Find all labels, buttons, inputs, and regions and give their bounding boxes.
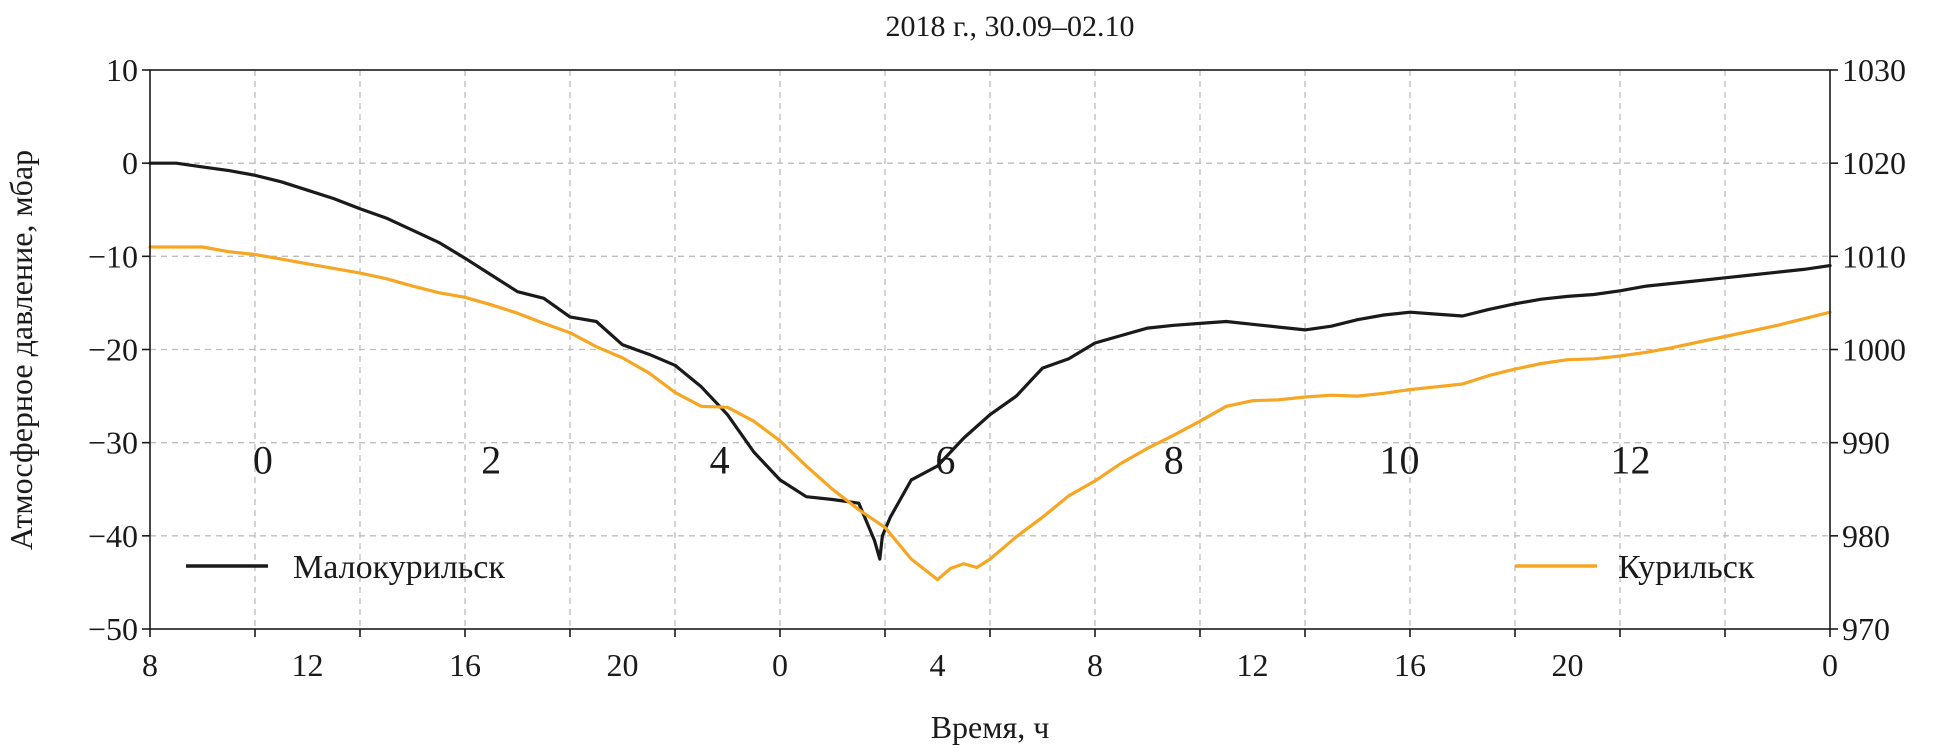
y-tick-label-left: 0 [122, 145, 138, 181]
x-tick-label: 16 [1394, 647, 1426, 683]
x-tick-label: 8 [142, 647, 158, 683]
x-tick-label: 20 [1552, 647, 1584, 683]
y-tick-label-right: 980 [1842, 518, 1890, 554]
axis-ticks: 100−10−20−30−40−501030102010101000990980… [88, 52, 1906, 683]
region-label: 6 [935, 437, 955, 482]
region-label: 2 [481, 437, 501, 482]
legend-label-kurilsk: Курильск [1618, 549, 1755, 586]
y-tick-label-left: −30 [88, 425, 138, 461]
series-lines [148, 161, 1832, 582]
x-tick-label: 4 [930, 647, 946, 683]
y-tick-label-left: −40 [88, 518, 138, 554]
region-label: 8 [1164, 437, 1184, 482]
y-tick-label-left: −10 [88, 238, 138, 274]
y-tick-label-right: 970 [1842, 611, 1890, 647]
y-tick-label-right: 1000 [1842, 332, 1906, 368]
x-axis-label: Время, ч [931, 709, 1050, 745]
series-line-kurilsk [148, 245, 1832, 582]
region-labels: 0 2 4 6 8 10 12 [253, 437, 1651, 482]
y-tick-label-left: 10 [106, 52, 138, 88]
x-tick-label: 0 [1822, 647, 1838, 683]
legend: Малокурильск Курильск [186, 549, 1755, 586]
x-tick-label: 12 [292, 647, 324, 683]
x-tick-label: 20 [607, 647, 639, 683]
legend-label-malokurilsk: Малокурильск [293, 549, 505, 586]
y-tick-label-left: −20 [88, 332, 138, 368]
x-tick-label: 16 [449, 647, 481, 683]
region-label: 12 [1611, 437, 1651, 482]
region-label: 10 [1380, 437, 1420, 482]
chart-title: 2018 г., 30.09–02.10 [886, 10, 1135, 43]
y-tick-label-right: 990 [1842, 425, 1890, 461]
x-tick-label: 12 [1237, 647, 1269, 683]
series-line-malokurilsk [148, 161, 1832, 561]
y-tick-label-right: 1010 [1842, 238, 1906, 274]
region-label: 0 [253, 437, 273, 482]
region-label: 4 [710, 437, 730, 482]
y-tick-label-right: 1030 [1842, 52, 1906, 88]
y-tick-label-right: 1020 [1842, 145, 1906, 181]
y-tick-label-left: −50 [88, 611, 138, 647]
x-tick-label: 0 [772, 647, 788, 683]
grid [150, 70, 1830, 629]
x-tick-label: 8 [1087, 647, 1103, 683]
y-axis-label-left: Атмосферное давление, мбар [3, 150, 39, 550]
